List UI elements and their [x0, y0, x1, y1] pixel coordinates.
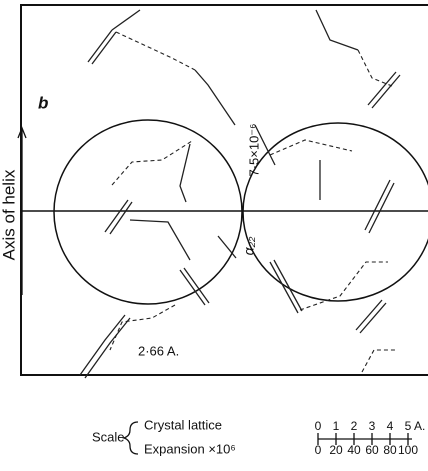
expansion-tick-label: 40 — [347, 443, 361, 457]
bond-length: 2·66 A. — [138, 343, 179, 358]
brace — [124, 422, 138, 454]
axis-letter: b — [38, 93, 48, 112]
expansion-tick-label: 60 — [365, 443, 379, 457]
right-ellipse — [243, 123, 428, 301]
coefficient: α₂₂ — [241, 236, 257, 255]
expansion-label: Expansion ×10⁶ — [144, 441, 236, 456]
crystal-tick-label: 0 — [315, 419, 322, 433]
crystal-tick-label: 4 — [387, 419, 394, 433]
axis-name: Axis of helix — [0, 169, 18, 260]
frame — [21, 5, 428, 375]
expansion-tick-label: 20 — [329, 443, 343, 457]
expansion-value: 7·5×10⁻⁶ — [246, 123, 261, 176]
scale-title: Scale — [92, 429, 125, 444]
crystal-label: Crystal lattice — [144, 417, 222, 432]
crystal-tick-label: 2 — [351, 419, 358, 433]
left-ellipse — [54, 120, 242, 304]
expansion-tick-label: 0 — [315, 443, 322, 457]
crystal-unit: A. — [414, 419, 425, 433]
crystal-tick-label: 3 — [369, 419, 376, 433]
page: {"labels": {"axis_letter": "b", "axis_na… — [0, 0, 428, 471]
figure: b Axis of helix 7·5×10⁻⁶ α₂₂ 2·66 A. Sca… — [0, 0, 428, 471]
expansion-tick-label: 100 — [398, 443, 418, 457]
crystal-tick-label: 1 — [333, 419, 340, 433]
expansion-tick-label: 80 — [383, 443, 397, 457]
crystal-tick-label: 5 — [405, 419, 412, 433]
